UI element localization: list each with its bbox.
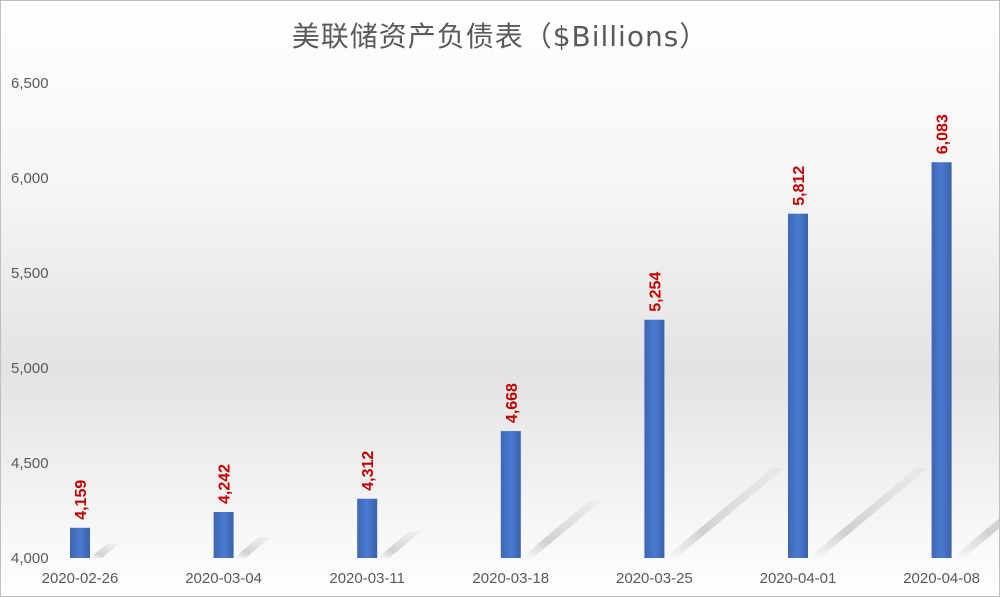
bar-shadow	[377, 531, 422, 558]
bar	[70, 527, 90, 558]
x-tick-label: 2020-03-04	[185, 570, 262, 587]
data-label: 5,812	[791, 166, 808, 206]
bar	[500, 431, 521, 558]
x-tick-label: 2020-03-11	[329, 570, 405, 587]
x-tick-label: 2020-04-01	[760, 570, 837, 587]
y-tick-label: 4,500	[11, 455, 49, 472]
bar-shadow	[520, 500, 602, 558]
bar	[213, 512, 234, 558]
y-tick-label: 5,500	[11, 265, 49, 282]
data-label: 4,668	[504, 383, 521, 423]
bar	[788, 213, 808, 558]
x-tick-label: 2020-03-18	[472, 570, 549, 587]
y-tick-label: 5,000	[11, 360, 49, 377]
data-labels: 4,159 4,242 4,312 4,668 5,254 5,812 6,083	[73, 114, 952, 520]
data-label: 6,083	[935, 114, 952, 154]
bar	[644, 319, 665, 558]
data-label: 4,312	[360, 451, 377, 491]
x-tick-label: 2020-03-25	[616, 570, 693, 587]
bar-shadow	[90, 544, 119, 558]
bar	[357, 498, 378, 558]
bar-shadows	[90, 468, 999, 558]
data-label: 4,159	[73, 480, 90, 520]
data-label: 4,242	[217, 464, 234, 504]
bar-shadow	[951, 518, 999, 558]
x-axis-labels: 2020-02-26 2020-03-04 2020-03-11 2020-03-18…	[42, 570, 980, 587]
bar-shadow	[808, 468, 928, 558]
data-label: 5,254	[647, 272, 664, 312]
y-tick-label: 4,000	[11, 550, 49, 567]
y-tick-label: 6,000	[11, 170, 49, 187]
bar-shadow	[233, 537, 271, 558]
x-tick-label: 2020-04-08	[903, 570, 980, 587]
x-tick-label: 2020-02-26	[42, 570, 119, 587]
bar	[931, 162, 952, 559]
y-tick-label: 6,500	[11, 75, 49, 92]
y-axis-labels: 4,000 4,500 5,000 5,500 6,000 6,500	[11, 75, 49, 567]
bars	[70, 162, 952, 559]
bar-shadow	[664, 468, 785, 558]
chart-title: 美联储资产负债表（$Billions）	[291, 20, 709, 53]
